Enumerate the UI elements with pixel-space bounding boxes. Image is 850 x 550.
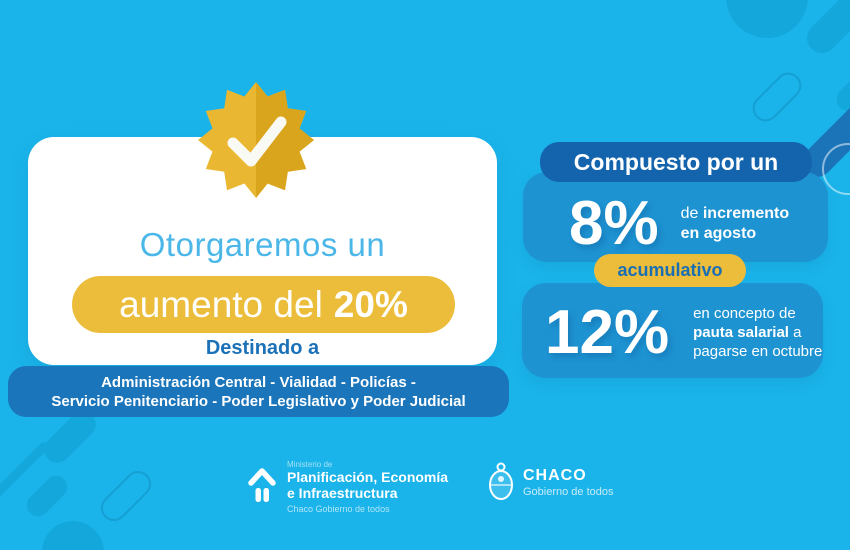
- cumulative-pill: acumulativo: [594, 254, 746, 287]
- deco-capsule-outline-top-right: [747, 67, 807, 127]
- october-desc-line3: pagarse en octubre: [693, 343, 823, 360]
- deco-capsule-outline-bottom-left: [95, 465, 157, 527]
- october-desc-normal: a: [793, 324, 802, 341]
- breakdown-panel-august: 8% de incremento en agosto: [523, 172, 828, 262]
- recipients-pill: Administración Central - Vialidad - Poli…: [8, 366, 509, 417]
- recipients-heading: Destinado a: [205, 337, 320, 359]
- deco-capsule-bottom-left-2: [22, 471, 72, 521]
- ministry-text: Ministerio de Planificación, Economía e …: [287, 460, 448, 514]
- ministry-logo: Ministerio de Planificación, Economía e …: [247, 460, 448, 514]
- august-description: de incremento en agosto: [681, 204, 790, 244]
- increase-label: aumento del: [119, 283, 323, 325]
- ministry-name-line1: Planificación, Economía: [287, 469, 449, 485]
- increase-highlight-pill: aumento del 20%: [72, 276, 455, 333]
- chaco-crest-icon: [489, 462, 513, 500]
- government-subline: Gobierno de todos: [523, 486, 614, 498]
- august-desc-normal: de: [680, 205, 699, 222]
- august-desc-line2: en agosto: [680, 225, 757, 242]
- ministry-house-icon: [248, 468, 276, 502]
- ministry-name-line2: e Infraestructura: [287, 485, 398, 501]
- august-desc-bold: incremento: [702, 205, 790, 222]
- government-name: CHACO: [523, 467, 587, 484]
- october-percentage: 12%: [545, 297, 670, 367]
- increase-percentage: 20%: [333, 283, 408, 325]
- government-text: CHACO Gobierno de todos: [523, 467, 614, 502]
- breakdown-panel-october: 12% en concepto de pauta salarial a paga…: [522, 283, 823, 378]
- verified-seal-icon: [198, 82, 314, 198]
- recipients-line-1: Administración Central - Vialidad - Poli…: [101, 373, 416, 391]
- recipients-line-2: Servicio Penitenciario - Poder Legislati…: [51, 392, 466, 410]
- october-desc-bold: pauta salarial: [693, 324, 789, 341]
- intro-text: Otorgaremos un: [139, 226, 386, 263]
- october-description: en concepto de pauta salarial a pagarse …: [693, 304, 822, 361]
- deco-blob-top-right: [726, 0, 808, 38]
- deco-capsule-top-right-1: [800, 0, 850, 60]
- government-logo: CHACO Gobierno de todos: [487, 460, 614, 502]
- august-percentage: 8%: [569, 189, 659, 258]
- ministry-overline: Ministerio de: [287, 460, 333, 469]
- october-desc-line1: en concepto de: [693, 305, 796, 322]
- deco-blob-bottom-left: [42, 521, 104, 550]
- deco-capsule-top-right-2: [831, 59, 850, 117]
- ministry-subline: Chaco Gobierno de todos: [287, 504, 390, 514]
- check-icon: [227, 116, 287, 167]
- breakdown-header-pill: Compuesto por un: [540, 142, 812, 182]
